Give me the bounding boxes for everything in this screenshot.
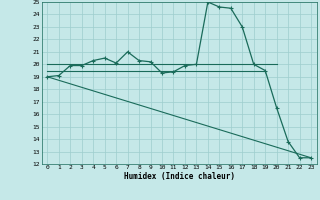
- X-axis label: Humidex (Indice chaleur): Humidex (Indice chaleur): [124, 172, 235, 181]
